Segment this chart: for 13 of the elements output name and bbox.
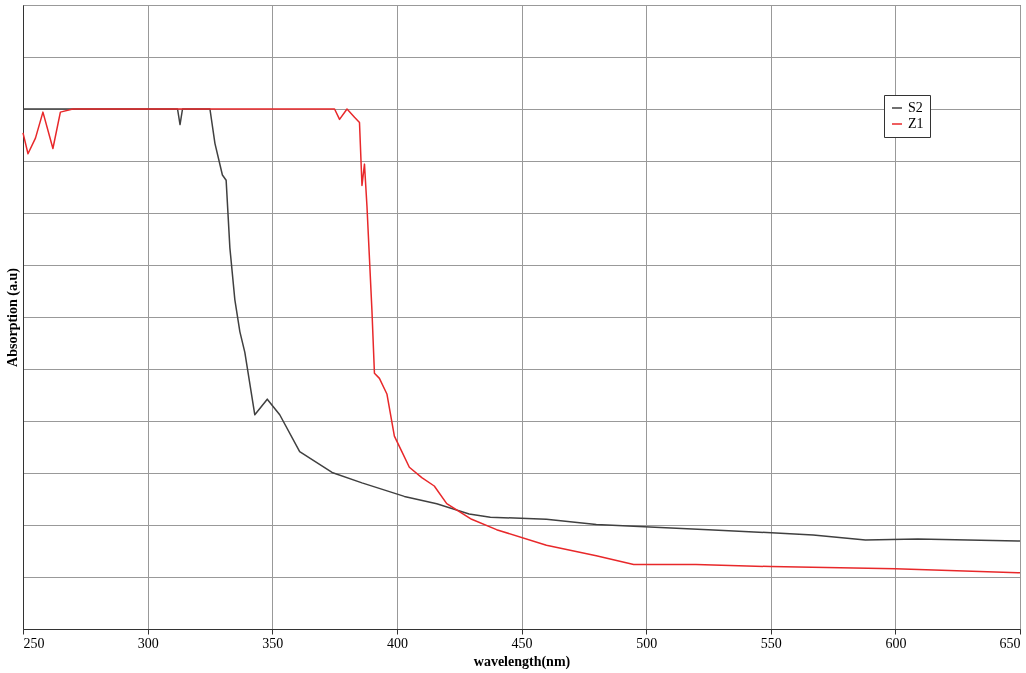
x-tick-label: 250	[23, 635, 45, 651]
legend-label: Z1	[908, 116, 924, 131]
x-tick-label: 400	[386, 635, 408, 651]
x-tick-label: 550	[760, 635, 782, 651]
x-tick-label: 600	[885, 635, 907, 651]
x-tick-label: 500	[636, 635, 658, 651]
x-tick-label: 350	[262, 635, 284, 651]
y-axis-title: Absorption (a.u)	[4, 267, 21, 367]
x-axis-title: wavelength(nm)	[473, 653, 571, 670]
x-tick-label: 300	[137, 635, 159, 651]
legend-label: S2	[908, 100, 923, 115]
x-tick-label: 650	[999, 635, 1021, 651]
x-tick-label: 450	[511, 635, 533, 651]
